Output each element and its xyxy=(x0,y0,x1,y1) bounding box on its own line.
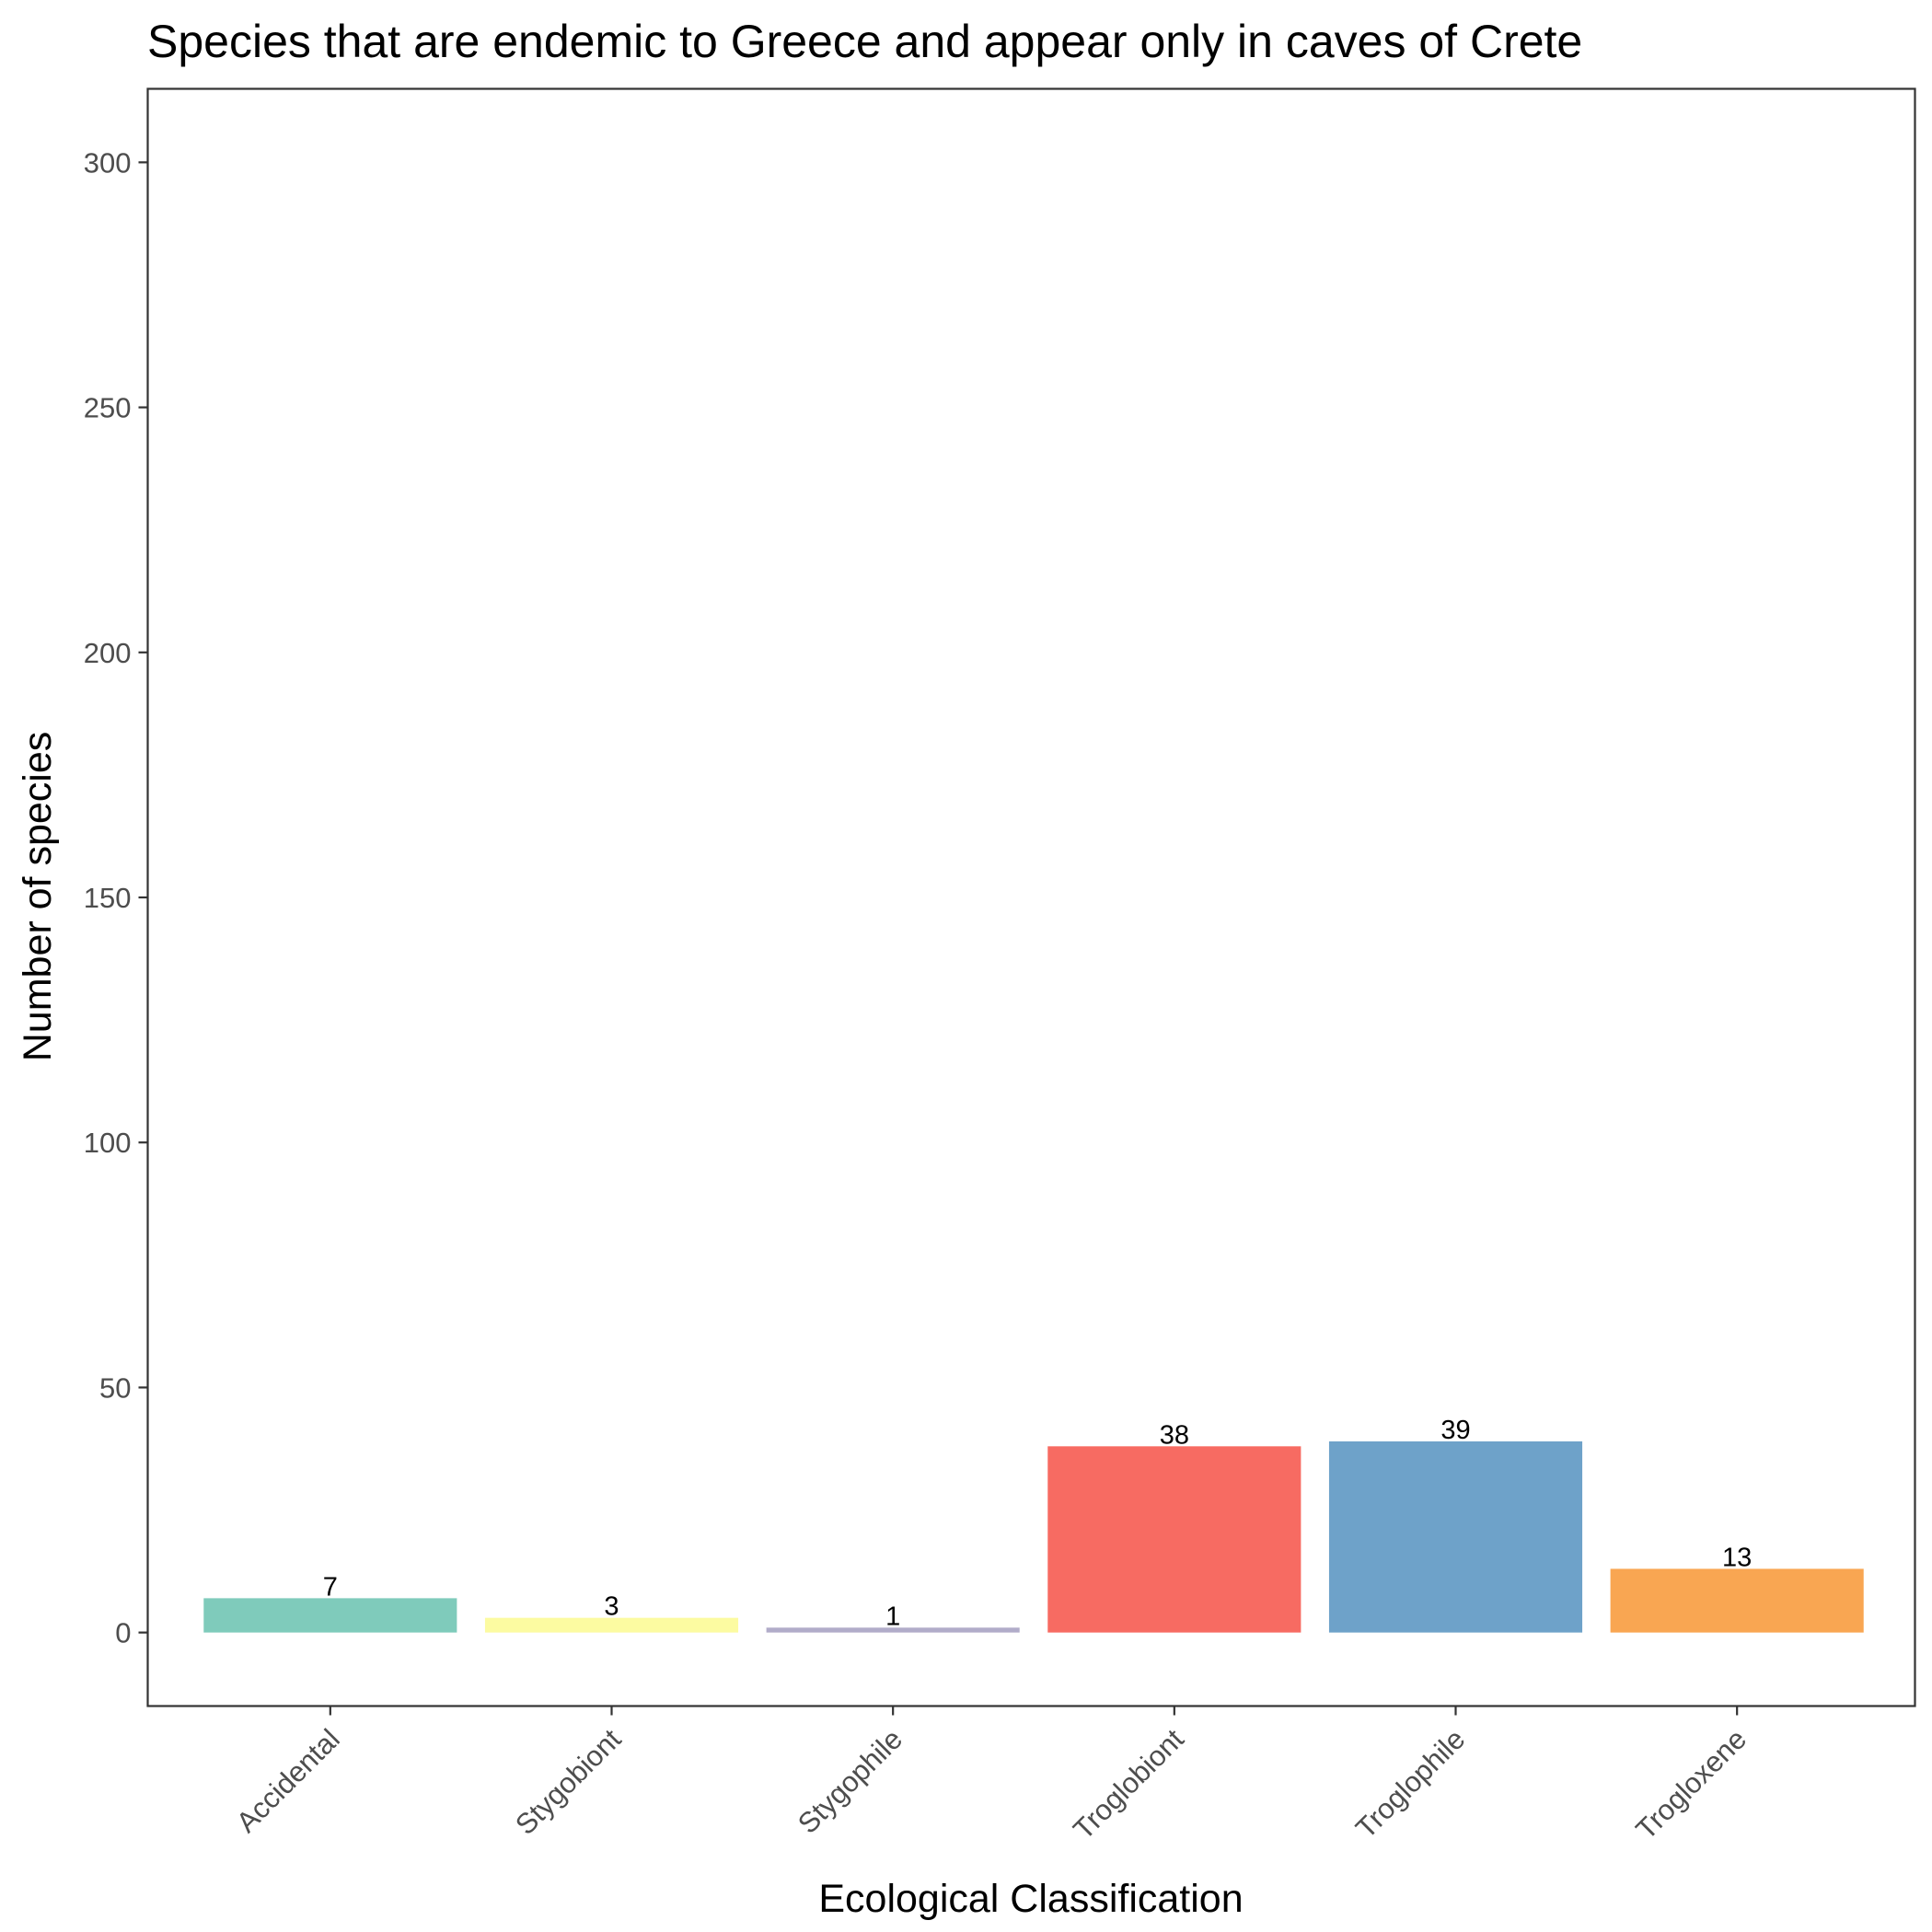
bar-stygobiont xyxy=(484,1617,739,1633)
chart-title: Species that are endemic to Greece and a… xyxy=(147,16,1582,67)
bar-trogloxene xyxy=(1610,1568,1864,1633)
data-label-accidental: 7 xyxy=(323,1572,338,1602)
data-label-troglobiont: 38 xyxy=(1160,1420,1189,1450)
bar-accidental xyxy=(203,1598,457,1633)
y-tick-label: 150 xyxy=(84,882,132,914)
data-label-trogloxene: 13 xyxy=(1722,1543,1752,1572)
data-label-group: 7 3 1 38 39 13 xyxy=(323,1416,1753,1631)
data-label-stygophile: 1 xyxy=(885,1602,900,1631)
data-label-troglophile: 39 xyxy=(1440,1416,1470,1445)
bar-troglophile xyxy=(1328,1440,1583,1633)
data-label-stygobiont: 3 xyxy=(604,1592,619,1622)
y-tick-label: 200 xyxy=(84,637,132,669)
y-tick-label: 100 xyxy=(84,1127,132,1159)
y-axis: 0 50 100 150 200 250 300 xyxy=(84,146,148,1649)
y-tick-label: 50 xyxy=(99,1371,131,1404)
y-axis-title: Number of species xyxy=(16,732,60,1062)
x-axis-title: Ecological Classification xyxy=(818,1877,1243,1921)
bar-group xyxy=(203,1440,1864,1633)
y-tick-label: 250 xyxy=(84,392,132,424)
y-tick-label: 0 xyxy=(115,1617,131,1649)
y-tick-label: 300 xyxy=(84,146,132,179)
bar-troglobiont xyxy=(1047,1446,1301,1633)
bar-stygophile xyxy=(766,1627,1020,1633)
